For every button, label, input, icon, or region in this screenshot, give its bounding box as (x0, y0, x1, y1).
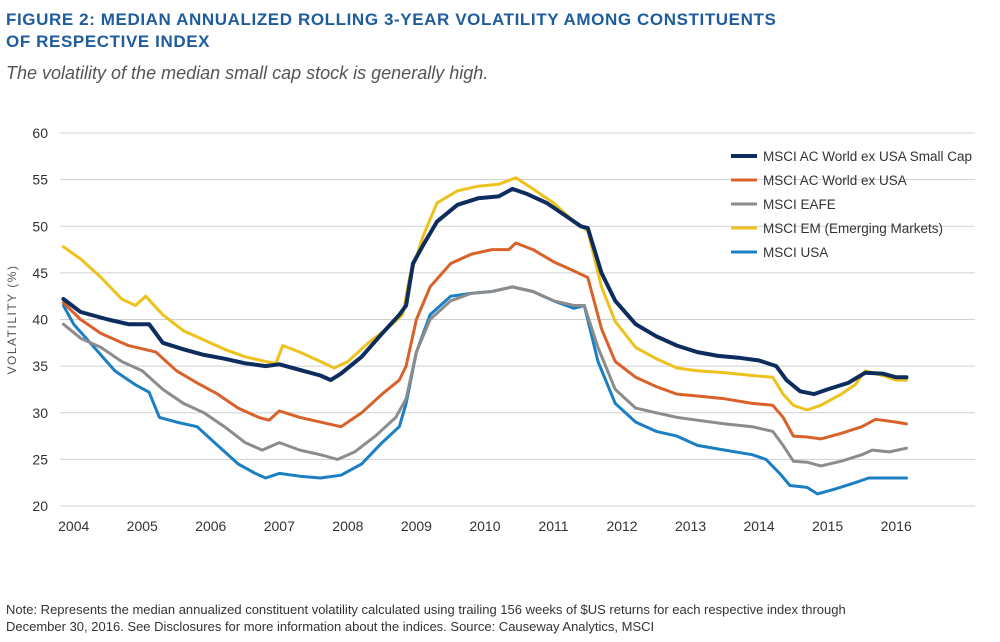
y-tick-label: 60 (32, 125, 48, 141)
x-tick-label: 2009 (401, 518, 432, 534)
series-line-4 (61, 176, 908, 412)
chart-title-line-1: FIGURE 2: MEDIAN ANNUALIZED ROLLING 3-YE… (6, 10, 777, 29)
x-tick-label: 2005 (127, 518, 158, 534)
x-tick-label: 2006 (195, 518, 226, 534)
legend-label: MSCI USA (763, 245, 828, 260)
y-tick-label: 45 (32, 265, 48, 281)
legend-label: MSCI AC World ex USA Small Cap (763, 149, 972, 164)
x-tick-label: 2015 (812, 518, 843, 534)
x-tick-label: 2014 (744, 518, 775, 534)
x-tick-label: 2012 (606, 518, 637, 534)
series-line-3 (61, 285, 908, 468)
series-line-2 (61, 241, 908, 441)
series-line-1 (61, 186, 909, 397)
x-tick-label: 2010 (469, 518, 500, 534)
x-tick-label: 2016 (881, 518, 912, 534)
grid-lines (60, 132, 975, 507)
legend-label: MSCI EAFE (763, 197, 836, 212)
footnote-line-1: Note: Represents the median annualized c… (6, 602, 846, 617)
volatility-line-chart: 20 25 30 35 40 45 50 55 60 2004 2005 2006 2007 2008 20… (5, 125, 975, 534)
x-tick-label: 2004 (58, 518, 89, 534)
y-tick-label: 55 (32, 172, 48, 188)
chart-title-line-2: OF RESPECTIVE INDEX (6, 32, 211, 51)
footnote: Note: Represents the median annualized c… (6, 601, 996, 635)
y-tick-label: 35 (32, 358, 48, 374)
legend: MSCI AC World ex USA Small Cap MSCI AC Wo… (731, 149, 972, 260)
axes: 20 25 30 35 40 45 50 55 60 2004 2005 2006 2007 2008 20… (5, 125, 912, 534)
footnote-line-2: December 30, 2016. See Disclosures for m… (6, 619, 655, 634)
y-tick-label: 40 (32, 312, 48, 328)
series-lines (61, 176, 909, 496)
y-tick-label: 20 (32, 498, 48, 514)
y-tick-label: 30 (32, 405, 48, 421)
legend-label: MSCI AC World ex USA (763, 173, 907, 188)
x-tick-label: 2008 (332, 518, 363, 534)
x-tick-label: 2013 (675, 518, 706, 534)
x-tick-label: 2007 (264, 518, 295, 534)
legend-label: MSCI EM (Emerging Markets) (763, 221, 943, 236)
x-tick-label: 2011 (538, 518, 568, 534)
y-tick-label: 50 (32, 218, 48, 234)
y-tick-label: 25 (32, 451, 48, 467)
y-axis-label: VOLATILITY (%) (5, 265, 19, 375)
chart-subtitle: The volatility of the median small cap s… (6, 63, 489, 83)
chart-title: FIGURE 2: MEDIAN ANNUALIZED ROLLING 3-YE… (6, 9, 906, 53)
